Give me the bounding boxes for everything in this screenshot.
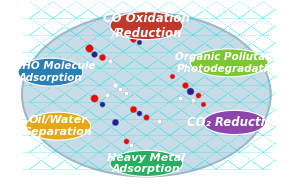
Text: Organic Pollutants
Photodegradation: Organic Pollutants Photodegradation [175, 52, 283, 74]
Ellipse shape [203, 110, 265, 135]
Point [100, 102, 104, 105]
Point [144, 115, 149, 118]
Ellipse shape [110, 12, 183, 40]
Text: CO₂ Reduction: CO₂ Reduction [187, 116, 281, 129]
Ellipse shape [110, 150, 183, 177]
Point [92, 97, 97, 100]
Ellipse shape [190, 49, 268, 77]
Point [188, 89, 193, 92]
Point [100, 56, 104, 59]
Point [201, 102, 206, 105]
Text: HCHO Molecule
Adsorption: HCHO Molecule Adsorption [6, 61, 95, 83]
Point [108, 60, 112, 63]
Point [131, 37, 136, 40]
Text: CO Oxidation
/Reduction: CO Oxidation /Reduction [103, 12, 190, 40]
Point [183, 84, 187, 87]
Ellipse shape [22, 12, 271, 177]
Point [128, 143, 133, 146]
Text: Oil/Water
Separation: Oil/Water Separation [24, 115, 93, 137]
Ellipse shape [26, 112, 91, 140]
Point [196, 93, 200, 96]
Point [136, 41, 141, 44]
Point [123, 139, 128, 143]
Point [170, 74, 175, 77]
Point [113, 84, 118, 87]
Point [123, 91, 128, 94]
Ellipse shape [18, 58, 83, 86]
Point [191, 99, 195, 102]
Point [105, 93, 110, 96]
Point [131, 108, 136, 111]
Text: Heavy Metal
Adsorption: Heavy Metal Adsorption [107, 153, 185, 174]
Point [113, 121, 118, 124]
Point [87, 46, 92, 50]
Point [157, 119, 162, 122]
Point [92, 52, 97, 55]
Point [136, 112, 141, 115]
Point [118, 87, 123, 90]
Point [178, 97, 182, 100]
